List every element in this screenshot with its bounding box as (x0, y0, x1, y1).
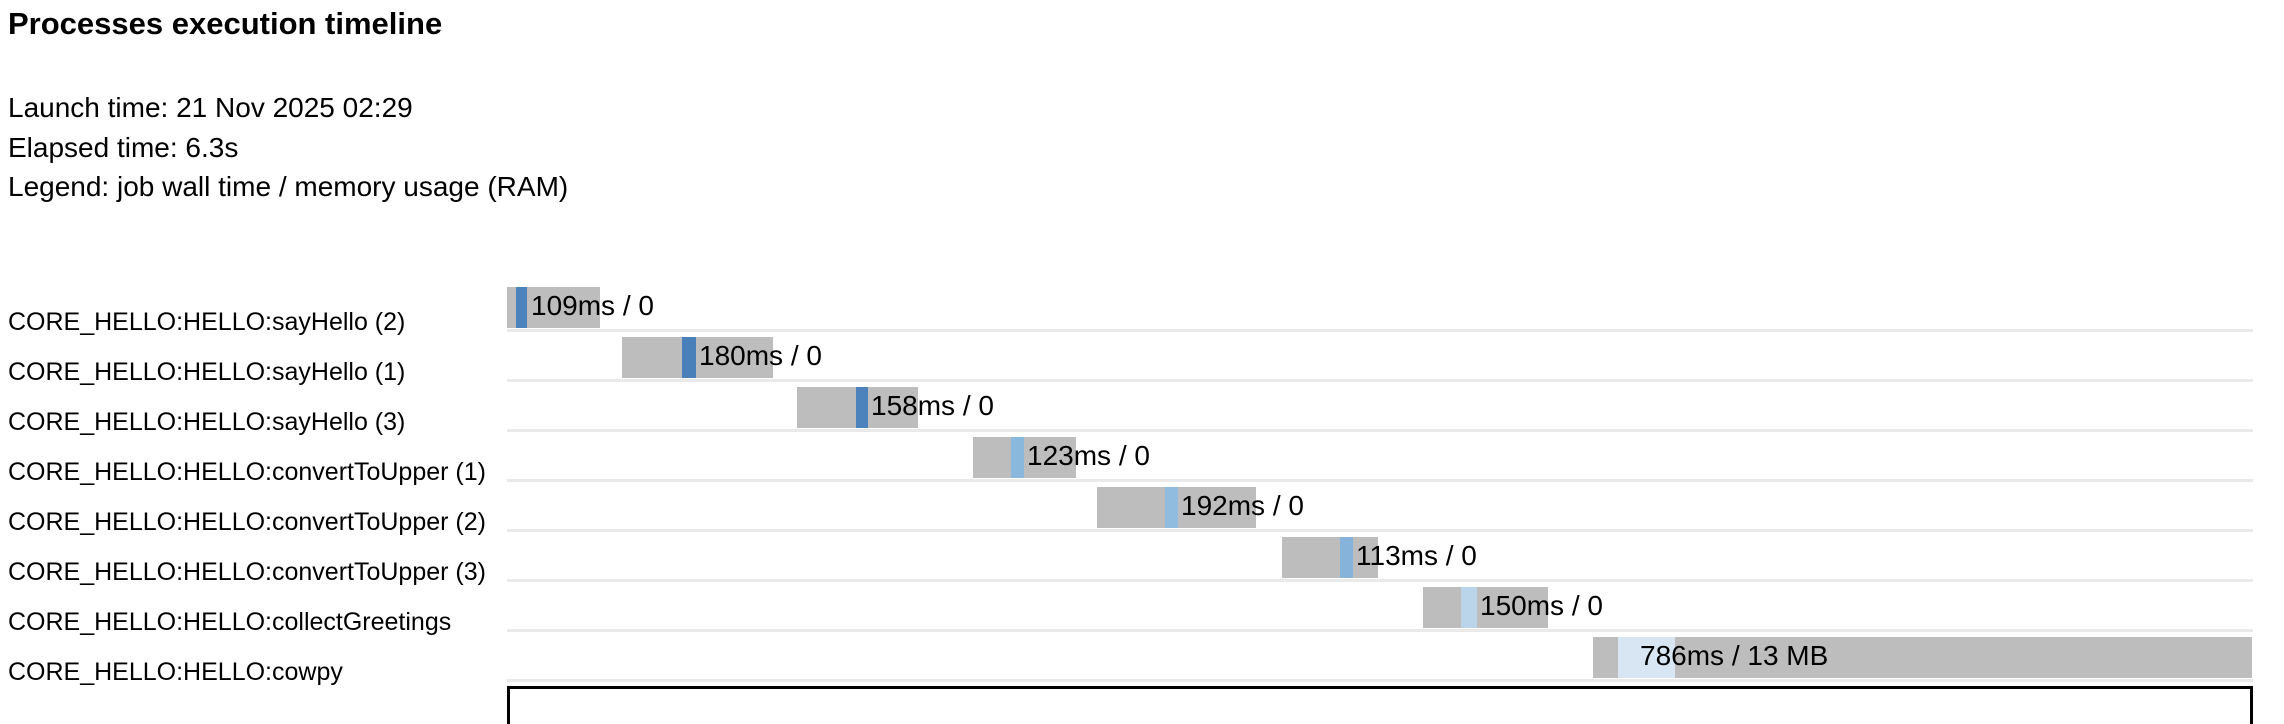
task-bar[interactable] (1423, 587, 1548, 628)
task-walltime-accent (856, 387, 868, 428)
page-title: Processes execution timeline (8, 6, 443, 41)
task-walltime-accent (1165, 487, 1178, 528)
task-label: CORE_HELLO:HELLO:sayHello (2) (8, 308, 406, 336)
task-walltime-accent (1340, 537, 1353, 578)
row-gridline (507, 329, 2253, 332)
task-label: CORE_HELLO:HELLO:sayHello (3) (8, 408, 406, 436)
run-metadata: Launch time: 21 Nov 2025 02:29 Elapsed t… (8, 88, 568, 207)
task-bar[interactable] (1097, 487, 1256, 528)
row-gridline (507, 679, 2253, 682)
launch-time-text: Launch time: 21 Nov 2025 02:29 (8, 92, 413, 123)
task-value-annotation: 150ms / 0 (1480, 590, 1603, 621)
row-gridline (507, 429, 2253, 432)
row-gridline (507, 579, 2253, 582)
task-walltime-accent (516, 287, 527, 328)
task-bar[interactable] (1282, 537, 1378, 578)
task-value-annotation: 180ms / 0 (699, 340, 822, 371)
task-walltime-accent (1011, 437, 1024, 478)
row-gridline (507, 479, 2253, 482)
legend-text: Legend: job wall time / memory usage (RA… (8, 171, 569, 202)
task-bar[interactable] (507, 287, 600, 328)
task-label: CORE_HELLO:HELLO:sayHello (1) (8, 358, 406, 386)
task-value-annotation: 109ms / 0 (531, 290, 654, 321)
task-value-annotation: 123ms / 0 (1027, 440, 1150, 471)
task-label: CORE_HELLO:HELLO:cowpy (8, 658, 343, 686)
task-label: CORE_HELLO:HELLO:convertToUpper (3) (8, 558, 486, 586)
task-value-annotation: 158ms / 0 (871, 390, 994, 421)
row-gridline (507, 629, 2253, 632)
task-label: CORE_HELLO:HELLO:convertToUpper (1) (8, 458, 486, 486)
row-gridline (507, 529, 2253, 532)
task-walltime-accent (682, 337, 696, 378)
row-gridline (507, 379, 2253, 382)
task-value-annotation: 786ms / 13 MB (1640, 640, 1829, 671)
task-bar[interactable] (622, 337, 773, 378)
task-walltime-accent (1461, 587, 1477, 628)
elapsed-time-text: Elapsed time: 6.3s (8, 131, 239, 163)
task-value-annotation: 113ms / 0 (1356, 540, 1477, 571)
task-label: CORE_HELLO:HELLO:convertToUpper (2) (8, 508, 486, 536)
task-bar[interactable] (797, 387, 918, 428)
task-label: CORE_HELLO:HELLO:collectGreetings (8, 608, 452, 636)
task-walltime-accent (1618, 637, 1675, 678)
task-bar[interactable] (973, 437, 1076, 478)
bottom-cropped-panel (507, 686, 2253, 724)
task-value-annotation: 192ms / 0 (1181, 490, 1304, 521)
task-bar[interactable] (1593, 637, 2252, 678)
